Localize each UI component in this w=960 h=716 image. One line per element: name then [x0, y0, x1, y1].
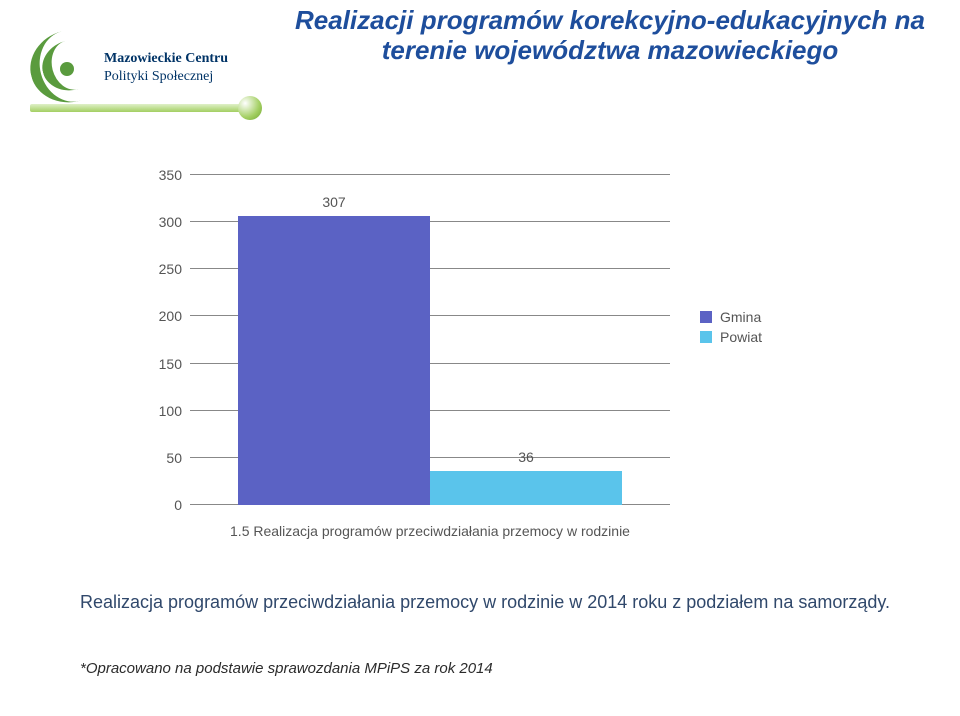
y-tick-label: 100 — [159, 403, 182, 419]
legend-swatch-gmina — [700, 311, 712, 323]
caption: Realizacja programów przeciwdziałania pr… — [80, 590, 900, 614]
source-note: *Opracowano na podstawie sprawozdania MP… — [80, 660, 900, 677]
header: Mazowieckie Centru Polityki Społecznej R… — [0, 0, 960, 120]
bar-powiat: 36 — [430, 471, 622, 505]
header-divider — [30, 104, 250, 112]
bar-gmina: 307 — [238, 216, 430, 505]
legend: Gmina Powiat — [700, 305, 762, 349]
chart-area: 05010015020025030035030736 1.5 Realizacj… — [130, 165, 830, 545]
legend-label-gmina: Gmina — [720, 309, 761, 325]
plot-area: 05010015020025030035030736 — [190, 175, 670, 505]
y-tick-label: 0 — [174, 497, 182, 513]
logo-arcs-icon — [30, 30, 110, 110]
y-tick-label: 250 — [159, 261, 182, 277]
legend-swatch-powiat — [700, 331, 712, 343]
title-line2: terenie województwa mazowieckiego — [280, 36, 940, 66]
legend-item-gmina: Gmina — [700, 309, 762, 325]
legend-label-powiat: Powiat — [720, 329, 762, 345]
y-tick-label: 150 — [159, 356, 182, 372]
gridline — [190, 174, 670, 175]
x-axis-label: 1.5 Realizacja programów przeciwdziałani… — [190, 523, 670, 539]
bar-value-gmina: 307 — [322, 194, 345, 210]
title-text: Realizacji programów korekcyjno-edukacyj… — [280, 6, 940, 66]
logo-text: Mazowieckie Centru Polityki Społecznej — [104, 50, 228, 85]
y-tick-label: 300 — [159, 214, 182, 230]
y-tick-label: 200 — [159, 308, 182, 324]
slide-title: Realizacji programów korekcyjno-edukacyj… — [280, 6, 940, 66]
legend-item-powiat: Powiat — [700, 329, 762, 345]
logo-line2: Polityki Społecznej — [104, 68, 228, 86]
slide: { "title": { "line1": "Realizacji progra… — [0, 0, 960, 716]
title-line1: Realizacji programów korekcyjno-edukacyj… — [280, 6, 940, 36]
y-tick-label: 50 — [166, 450, 182, 466]
y-tick-label: 350 — [159, 167, 182, 183]
bar-value-powiat: 36 — [518, 449, 534, 465]
org-logo: Mazowieckie Centru Polityki Społecznej — [30, 30, 260, 110]
logo-line1: Mazowieckie Centru — [104, 50, 228, 68]
